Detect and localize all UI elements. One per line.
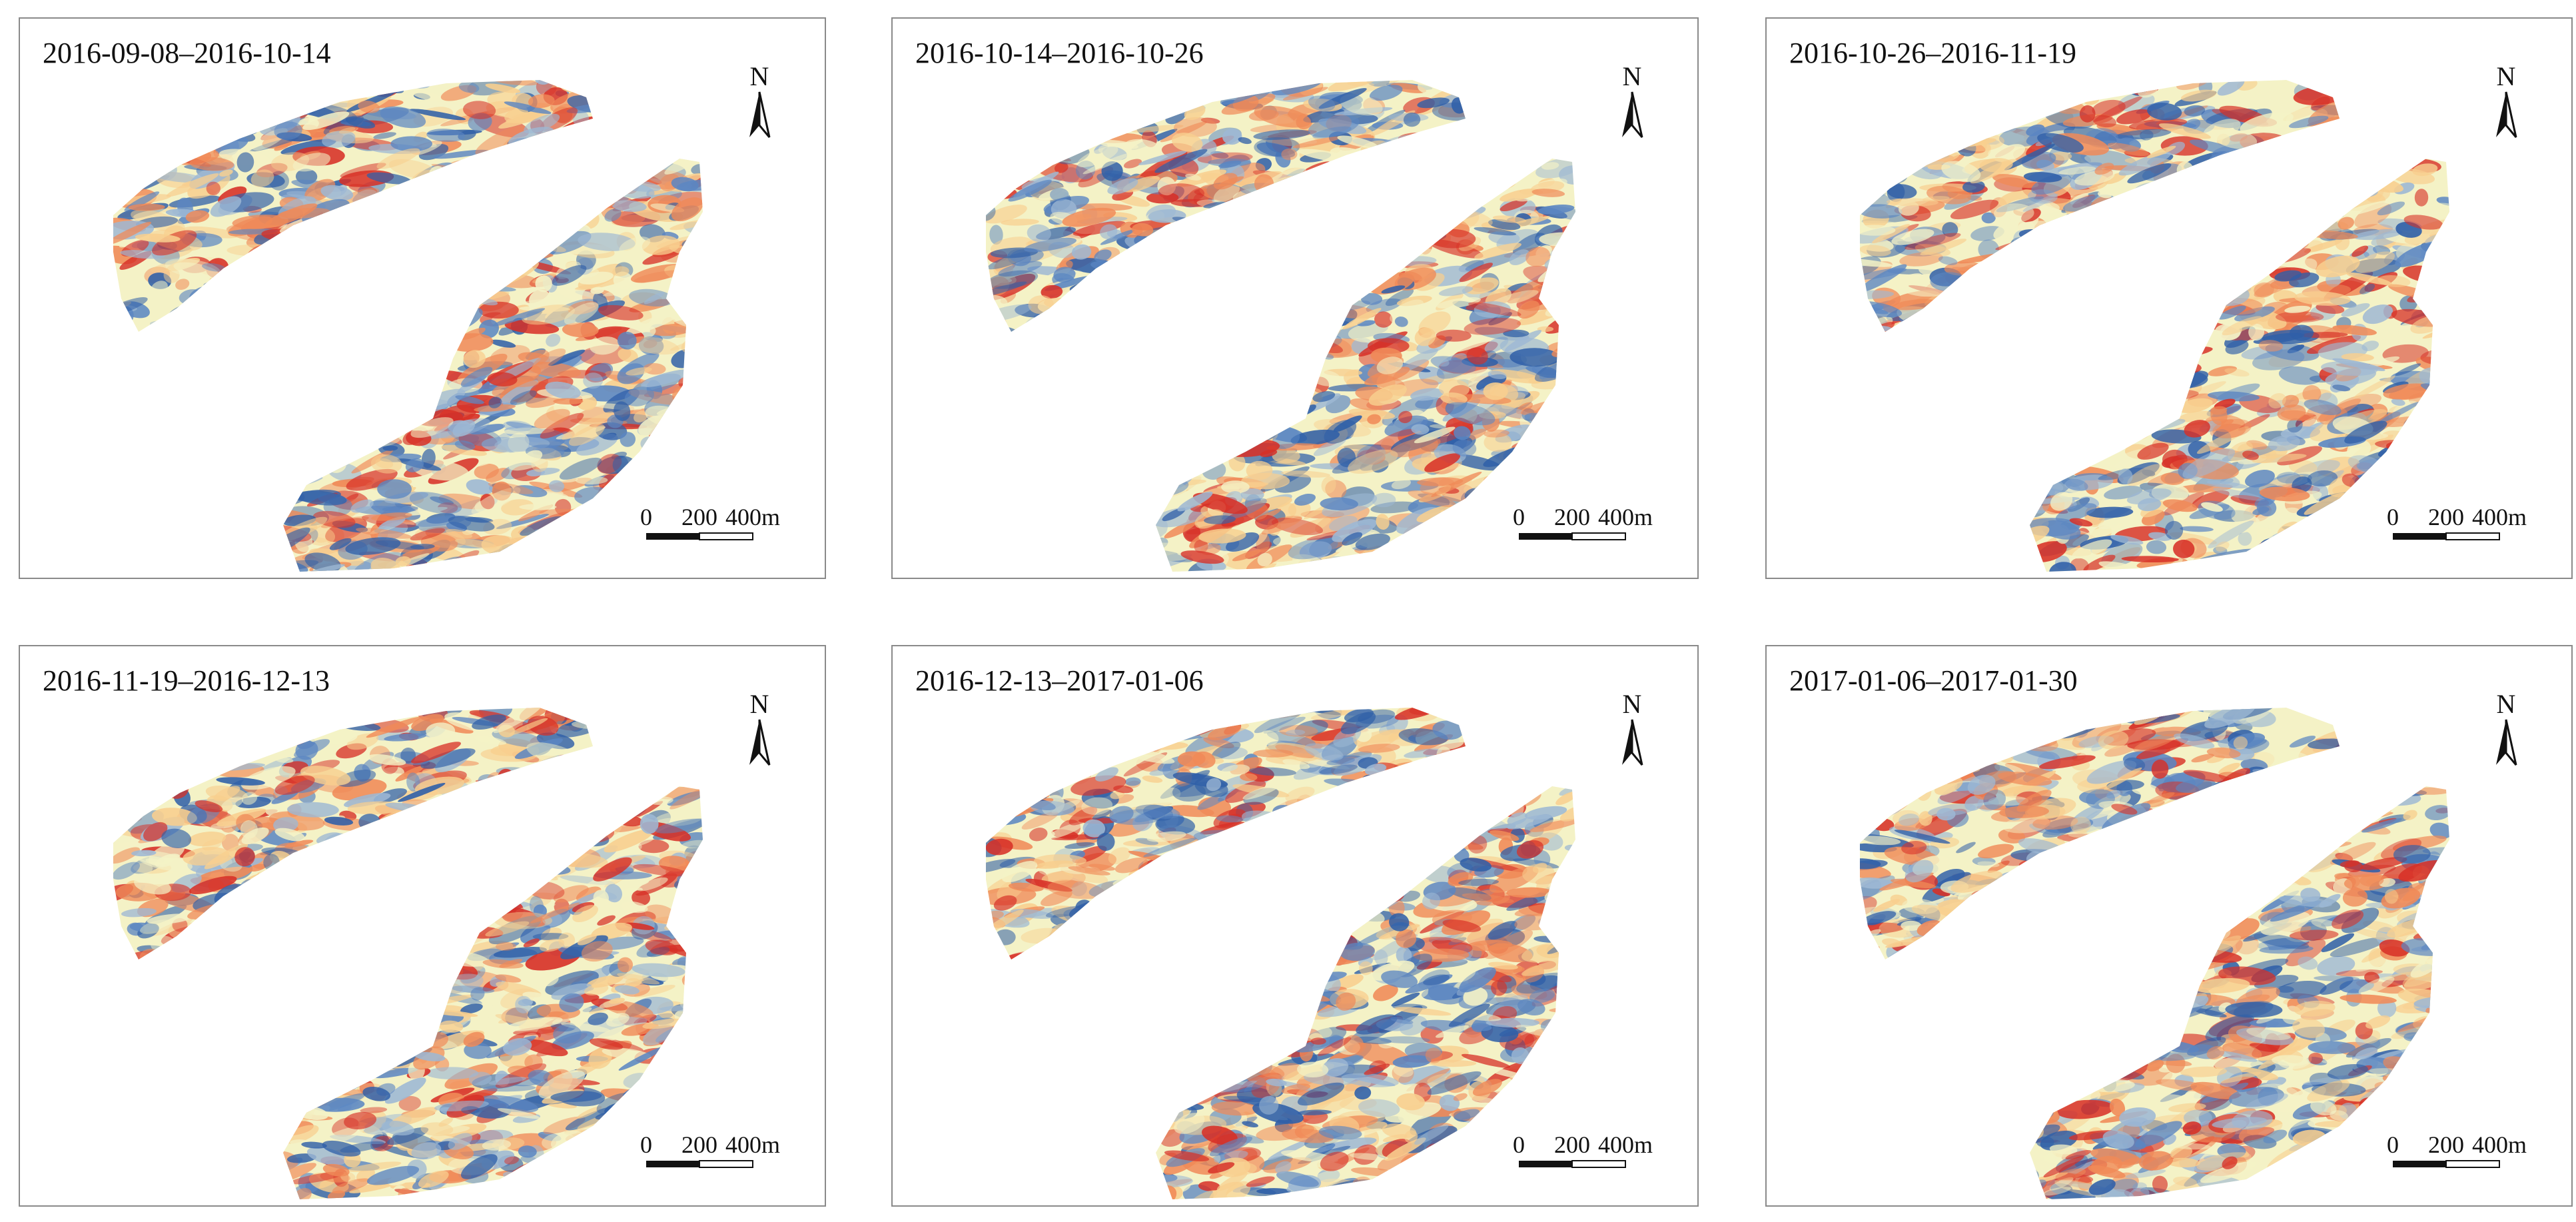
north-arrow-icon: N	[749, 61, 771, 138]
scale-bar-label: 400m	[1598, 504, 1653, 530]
north-label: N	[2497, 61, 2516, 91]
scale-bar-segment-empty	[699, 532, 753, 540]
scale-bar-segment-empty	[1571, 1160, 1626, 1168]
scale-bar-label: 200	[681, 504, 717, 530]
scale-bar-label: 0	[2387, 504, 2399, 530]
map-panel: N 0 200 400m 2016-10-14–2016-10-26	[891, 17, 1699, 579]
north-arrow-icon: N	[2496, 61, 2517, 138]
scale-bar-segment-filled	[646, 533, 699, 540]
scale-bar-label: 0	[1513, 504, 1525, 530]
scale-bar-label: 200	[1554, 1131, 1590, 1158]
scale-bar-label: 400m	[725, 504, 780, 530]
scale-bar-segment-filled	[2393, 1161, 2446, 1167]
scale-bar-label: 200	[1554, 504, 1590, 530]
north-arrow-icon: N	[749, 689, 771, 766]
scale-bar-segment-filled	[1519, 533, 1572, 540]
map-panel: N 0 200 400m 2016-10-26–2016-11-19	[1765, 17, 2573, 579]
panel-title: 2016-12-13–2017-01-06	[915, 664, 1204, 697]
lower-parcel-raster	[1156, 159, 1575, 572]
scale-bar-label: 200	[2428, 504, 2464, 530]
panel-title: 2016-09-08–2016-10-14	[43, 37, 331, 69]
panel-title: 2017-01-06–2017-01-30	[1789, 664, 2078, 697]
map-panel: N 0 200 400m 2017-01-06–2017-01-30	[1765, 645, 2573, 1207]
north-label: N	[1623, 689, 1642, 719]
north-label: N	[750, 689, 769, 719]
scale-bar-label: 200	[2428, 1131, 2464, 1158]
scale-bar-label: 200	[681, 1131, 717, 1158]
scale-bar: 0 200 400m	[2387, 504, 2527, 540]
map-panel: N 0 200 400m 2016-12-13–2017-01-06	[891, 645, 1699, 1207]
scale-bar-segment-filled	[1519, 1161, 1572, 1167]
scale-bar: 0 200 400m	[2387, 1131, 2527, 1168]
north-label: N	[1623, 61, 1642, 91]
scale-bar-segment-filled	[646, 1161, 699, 1167]
scale-bar-label: 0	[640, 504, 652, 530]
panel-title: 2016-10-14–2016-10-26	[915, 37, 1204, 69]
map-canvas: N 0 200 400m	[1860, 689, 2527, 1199]
scale-bar: 0 200 400m	[640, 1131, 780, 1168]
map-canvas: N 0 200 400m	[986, 689, 1653, 1199]
panel-title: 2016-10-26–2016-11-19	[1789, 37, 2076, 69]
scale-bar-label: 400m	[725, 1131, 780, 1158]
scale-bar-label: 400m	[2472, 1131, 2527, 1158]
north-arrow-icon: N	[1622, 689, 1643, 766]
north-label: N	[2497, 689, 2516, 719]
scale-bar-label: 400m	[2472, 504, 2527, 530]
panel-title: 2016-11-19–2016-12-13	[43, 664, 330, 697]
scale-bar-segment-empty	[1571, 532, 1626, 540]
north-arrow-icon: N	[1622, 61, 1643, 138]
scale-bar: 0 200 400m	[640, 504, 780, 540]
lower-parcel-raster	[283, 786, 703, 1199]
scale-bar-segment-empty	[2445, 532, 2500, 540]
map-canvas: N 0 200 400m	[113, 689, 780, 1199]
map-canvas: N 0 200 400m	[1860, 61, 2527, 572]
map-canvas: N 0 200 400m	[113, 61, 780, 572]
scale-bar-label: 0	[640, 1131, 652, 1158]
scale-bar: 0 200 400m	[1513, 1131, 1653, 1168]
map-panel: N 0 200 400m 2016-09-08–2016-10-14	[19, 17, 826, 579]
scale-bar-label: 0	[1513, 1131, 1525, 1158]
scale-bar-label: 400m	[1598, 1131, 1653, 1158]
scale-bar: 0 200 400m	[1513, 504, 1653, 540]
scale-bar-segment-filled	[2393, 533, 2446, 540]
scale-bar-segment-empty	[699, 1160, 753, 1168]
map-panel: N 0 200 400m 2016-11-19–2016-12-13	[19, 645, 826, 1207]
scale-bar-segment-empty	[2445, 1160, 2500, 1168]
north-label: N	[750, 61, 769, 91]
map-canvas: N 0 200 400m	[986, 61, 1653, 572]
north-arrow-icon: N	[2496, 689, 2517, 766]
scale-bar-label: 0	[2387, 1131, 2399, 1158]
